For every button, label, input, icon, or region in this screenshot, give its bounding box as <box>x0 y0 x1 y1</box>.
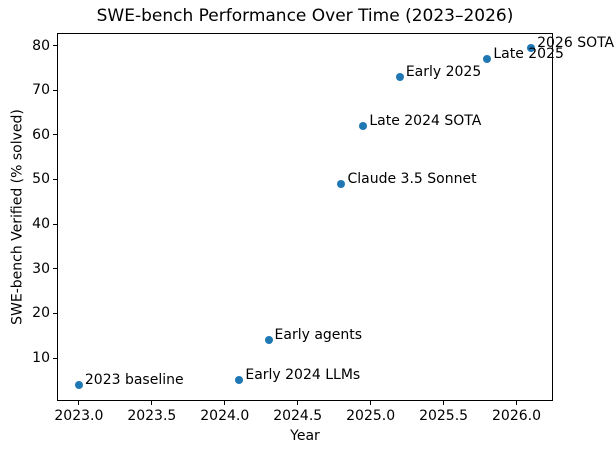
y-tick-label: 60 <box>32 126 50 143</box>
y-tick-mark <box>53 357 57 359</box>
data-point <box>527 43 536 52</box>
x-tick-label: 2024.0 <box>200 408 250 424</box>
y-tick-mark <box>53 268 57 270</box>
x-axis-label: Year <box>290 428 320 444</box>
y-tick-mark <box>53 134 57 136</box>
x-tick-label: 2023.5 <box>127 408 177 424</box>
y-tick-mark <box>53 45 57 46</box>
y-tick-label: 30 <box>32 260 50 277</box>
y-tick-label: 20 <box>32 305 50 322</box>
x-tick-mark <box>370 401 372 405</box>
y-tick-label: 40 <box>32 216 50 233</box>
x-tick-label: 2023.0 <box>54 408 104 424</box>
point-annotation: Claude 3.5 Sonnet <box>347 170 477 187</box>
point-annotation: Late 2024 SOTA <box>369 112 482 129</box>
y-tick-label: 10 <box>32 350 50 367</box>
y-tick-mark <box>53 178 57 180</box>
point-annotation: Early agents <box>274 327 363 344</box>
chart-title: SWE-bench Performance Over Time (2023–20… <box>96 6 514 26</box>
point-annotation: 2023 baseline <box>84 371 184 388</box>
data-point <box>359 121 368 130</box>
data-point <box>395 72 404 81</box>
point-annotation: Early 2024 LLMs <box>245 367 361 384</box>
data-point <box>74 380 83 389</box>
x-tick-label: 2025.0 <box>346 408 396 424</box>
data-point <box>235 376 244 385</box>
plot-area <box>57 33 553 401</box>
y-tick-mark <box>53 223 57 225</box>
x-tick-label: 2025.5 <box>419 408 469 424</box>
data-point <box>264 336 273 345</box>
x-tick-label: 2024.5 <box>273 408 323 424</box>
point-annotation: Late 2025 <box>493 45 564 62</box>
x-tick-mark <box>224 401 226 405</box>
x-tick-mark <box>443 401 445 405</box>
x-tick-mark <box>78 401 80 405</box>
data-point <box>337 179 346 188</box>
y-tick-label: 50 <box>32 171 50 188</box>
x-tick-label: 2026.0 <box>492 408 542 424</box>
y-tick-mark <box>53 312 57 314</box>
y-tick-label: 70 <box>32 82 50 99</box>
x-tick-mark <box>297 401 299 405</box>
point-annotation: Early 2025 <box>405 63 482 80</box>
y-tick-mark <box>53 89 57 91</box>
data-point <box>483 54 492 63</box>
x-tick-mark <box>151 401 153 405</box>
point-annotation: 2026 SOTA <box>537 34 615 51</box>
y-tick-label: 80 <box>32 37 50 54</box>
x-tick-mark <box>516 401 518 405</box>
